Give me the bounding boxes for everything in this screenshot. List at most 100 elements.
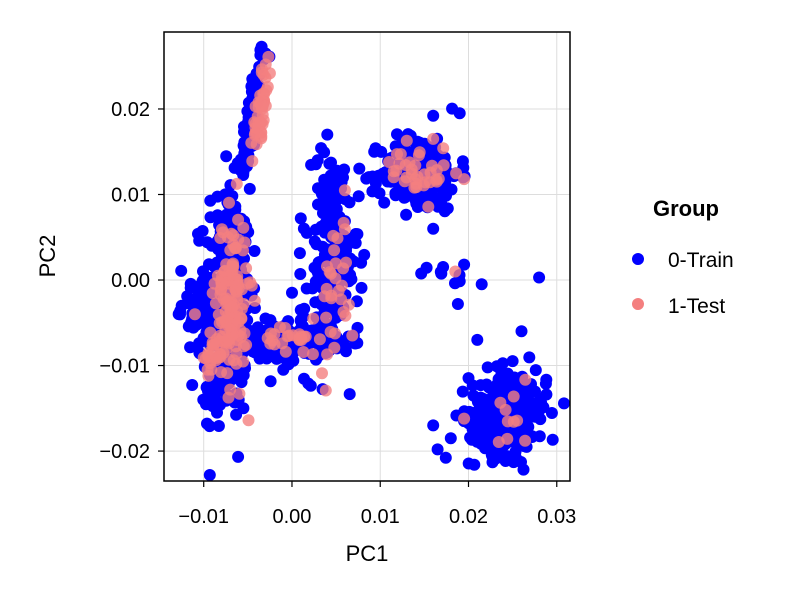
test-point bbox=[295, 333, 308, 346]
train-point bbox=[184, 341, 197, 354]
test-point bbox=[279, 345, 292, 358]
train-point bbox=[212, 396, 225, 409]
test-point bbox=[204, 326, 217, 339]
x-tick-label: 0.01 bbox=[361, 506, 400, 528]
train-point bbox=[517, 463, 530, 476]
train-point bbox=[523, 351, 536, 364]
train-point bbox=[186, 379, 199, 391]
train-point bbox=[486, 456, 499, 469]
y-tick-label: −0.02 bbox=[99, 441, 150, 463]
train-point bbox=[294, 212, 307, 225]
test-point bbox=[206, 287, 219, 300]
test-point bbox=[223, 196, 235, 209]
train-point bbox=[436, 189, 449, 202]
train-point bbox=[484, 429, 496, 442]
train-point bbox=[491, 378, 504, 391]
train-point bbox=[293, 247, 306, 260]
train-point bbox=[481, 361, 494, 374]
train-point bbox=[197, 274, 210, 286]
test-point bbox=[328, 341, 341, 354]
test-point bbox=[324, 267, 337, 280]
test-point bbox=[391, 148, 403, 161]
test-point bbox=[248, 294, 261, 307]
y-tick-label: 0.01 bbox=[111, 184, 150, 206]
test-point bbox=[245, 136, 258, 149]
train-point bbox=[391, 128, 403, 141]
test-point bbox=[410, 181, 423, 194]
train-point bbox=[228, 161, 241, 174]
train-point bbox=[286, 286, 298, 299]
test-point bbox=[319, 384, 332, 397]
train-point bbox=[445, 183, 458, 196]
train-point bbox=[352, 190, 365, 203]
train-point bbox=[378, 196, 391, 209]
test-point bbox=[242, 414, 255, 427]
test-point bbox=[335, 279, 348, 292]
train-point bbox=[506, 355, 519, 368]
test-point bbox=[339, 309, 352, 322]
train-point bbox=[411, 201, 424, 213]
train-point bbox=[306, 282, 319, 295]
legend: Group 0-Train 1-Test bbox=[632, 196, 734, 318]
train-point bbox=[196, 225, 209, 237]
train-point bbox=[282, 358, 295, 371]
test-point bbox=[232, 315, 245, 328]
train-point bbox=[515, 400, 528, 413]
train-point bbox=[427, 222, 440, 235]
test-point bbox=[249, 127, 262, 140]
train-point bbox=[204, 211, 217, 224]
test-point bbox=[241, 277, 254, 290]
train-point bbox=[203, 258, 215, 271]
test-point bbox=[221, 367, 234, 380]
train-point bbox=[477, 392, 490, 405]
train-point bbox=[249, 336, 262, 349]
test-point bbox=[188, 308, 201, 321]
train-point bbox=[439, 451, 452, 464]
train-point bbox=[246, 73, 259, 85]
train-point bbox=[212, 383, 225, 396]
train-point bbox=[444, 432, 457, 445]
train-point bbox=[515, 325, 528, 338]
test-point bbox=[210, 352, 223, 365]
train-point bbox=[471, 405, 484, 418]
legend-marker-train bbox=[632, 253, 644, 265]
y-axis-label: PC2 bbox=[35, 235, 60, 278]
train-point bbox=[456, 385, 469, 398]
test-point bbox=[494, 396, 507, 409]
test-point bbox=[306, 348, 319, 361]
test-point bbox=[437, 142, 450, 155]
test-point bbox=[268, 338, 281, 351]
train-point bbox=[248, 346, 261, 359]
train-point bbox=[200, 398, 212, 411]
train-point bbox=[212, 420, 225, 432]
y-tick-label: −0.01 bbox=[99, 356, 150, 378]
train-point bbox=[323, 157, 336, 170]
test-point bbox=[225, 227, 238, 240]
train-point bbox=[372, 169, 385, 182]
train-point bbox=[324, 207, 337, 220]
train-point bbox=[427, 419, 440, 432]
train-point bbox=[294, 304, 307, 316]
train-point bbox=[201, 417, 213, 430]
train-point bbox=[533, 271, 546, 284]
test-point bbox=[226, 300, 239, 313]
train-point bbox=[539, 377, 552, 390]
plot-frame bbox=[163, 31, 571, 482]
test-point bbox=[338, 184, 351, 197]
train-point bbox=[348, 230, 361, 243]
train-point bbox=[343, 388, 356, 401]
train-point bbox=[321, 128, 334, 141]
test-point bbox=[338, 223, 351, 236]
train-point bbox=[468, 458, 481, 471]
test-point bbox=[458, 173, 471, 186]
test-point bbox=[307, 312, 320, 325]
train-point bbox=[462, 372, 475, 385]
train-point bbox=[558, 397, 570, 410]
train-point bbox=[355, 281, 368, 294]
test-point bbox=[501, 415, 514, 428]
train-point bbox=[458, 258, 471, 271]
train-point bbox=[546, 433, 559, 446]
train-point bbox=[509, 445, 522, 458]
train-point bbox=[453, 275, 466, 288]
